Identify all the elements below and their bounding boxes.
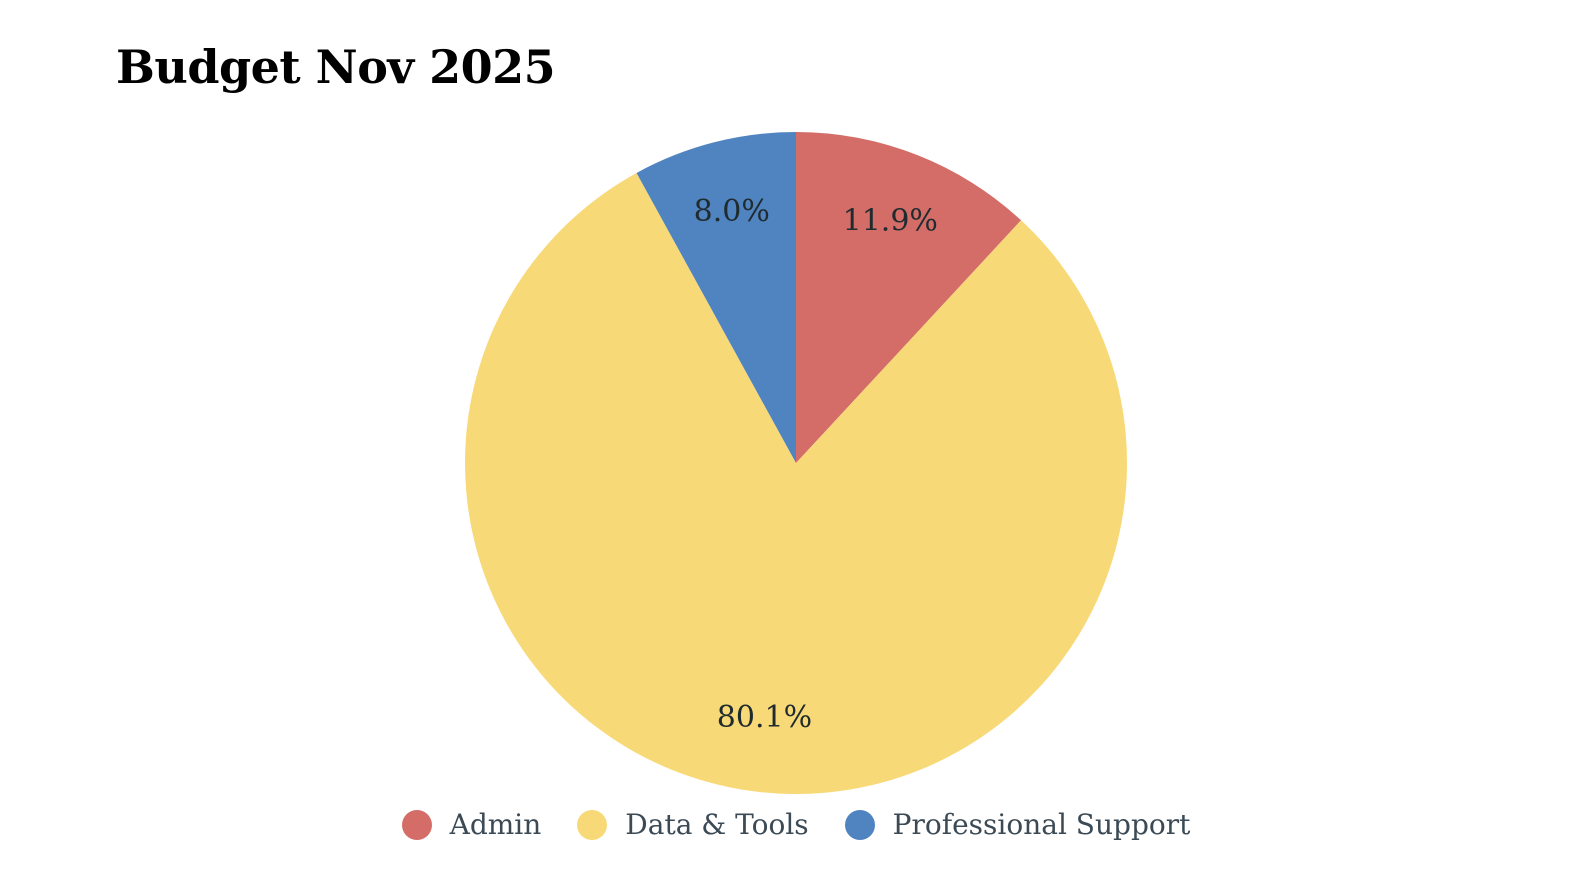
chart-title: Budget Nov 2025: [116, 40, 556, 94]
legend-swatch: [401, 809, 432, 840]
legend-item: Admin: [401, 808, 542, 841]
pie-slice-professional-support: [636, 132, 796, 463]
chart-legend: Admin Data & Tools Professional Support: [0, 808, 1592, 841]
slice-data-label: 8.0%: [694, 194, 770, 229]
legend-item: Professional Support: [844, 808, 1191, 841]
pie-slice-admin: [796, 132, 1022, 463]
slice-data-label: 11.9%: [843, 204, 938, 239]
pie-slice-data-tools: [465, 172, 1127, 795]
legend-label: Professional Support: [892, 808, 1191, 841]
legend-label: Admin: [449, 808, 542, 841]
legend-swatch: [577, 809, 608, 840]
slice-data-label: 80.1%: [717, 700, 812, 735]
legend-item: Data & Tools: [577, 808, 809, 841]
legend-swatch: [844, 809, 875, 840]
legend-label: Data & Tools: [625, 808, 809, 841]
